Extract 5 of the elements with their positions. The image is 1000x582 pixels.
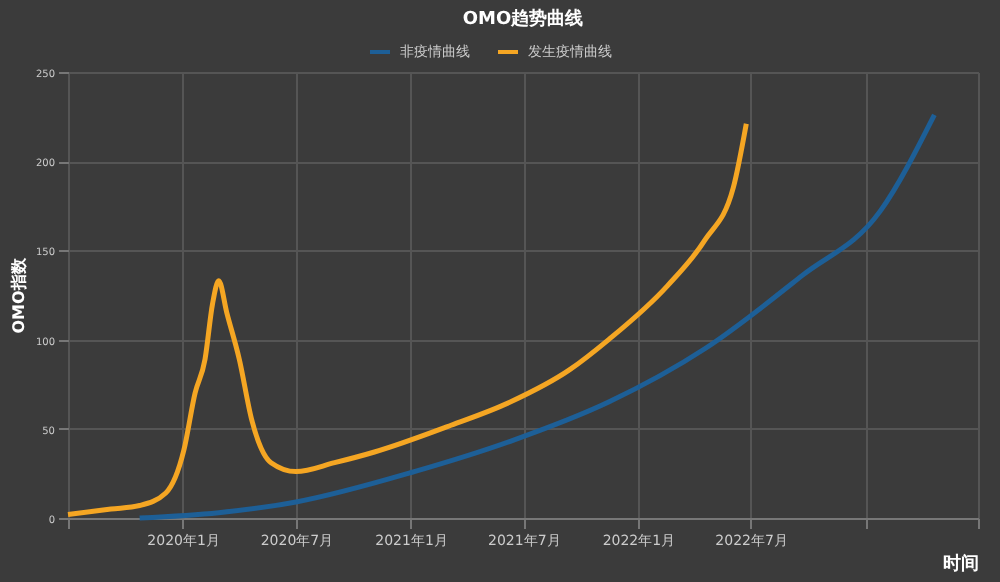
y-axis-title: OMO指数 xyxy=(9,256,28,334)
line-series xyxy=(65,121,749,517)
line-series xyxy=(137,112,937,521)
x-axis-title: 时间 xyxy=(943,553,979,575)
chart-title: OMO趋势曲线 xyxy=(462,8,584,30)
